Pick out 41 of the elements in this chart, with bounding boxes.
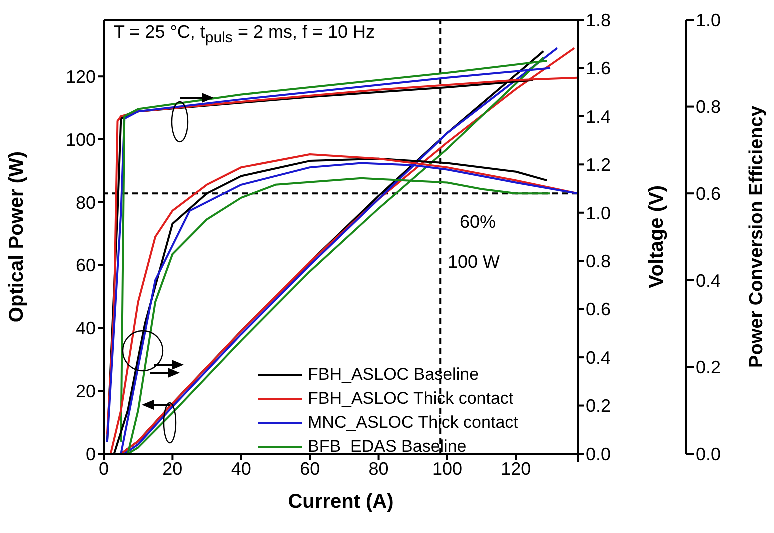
y2-tick-label: 1.0 bbox=[586, 203, 612, 224]
legend-label: MNC_ASLOC Thick contact bbox=[308, 412, 518, 434]
x-tick-label: 80 bbox=[368, 458, 389, 479]
y-tick-label: 120 bbox=[66, 67, 96, 87]
y2-tick-label: 0.2 bbox=[586, 396, 612, 416]
y2-tick-label: 1.4 bbox=[586, 106, 612, 127]
y3-tick-label: 0.8 bbox=[696, 97, 722, 118]
y-tick-label: 0 bbox=[86, 444, 96, 464]
y-tick-label: 40 bbox=[76, 318, 96, 339]
legend-label: FBH_ASLOC Thick contact bbox=[308, 388, 514, 410]
x-tick-label: 60 bbox=[300, 458, 320, 479]
y2-tick-label: 1.2 bbox=[586, 155, 612, 176]
x-axis-title: Current (A) bbox=[288, 491, 394, 513]
y2-tick-label: 1.8 bbox=[586, 10, 612, 30]
y-axis-title: Optical Power (W) bbox=[6, 151, 28, 323]
y-tick-label: 80 bbox=[76, 192, 96, 213]
y2-tick-label: 1.6 bbox=[586, 58, 612, 79]
x-tick-label: 40 bbox=[231, 458, 252, 479]
legend-label: FBH_ASLOC Baseline bbox=[308, 364, 480, 386]
y-tick-label: 60 bbox=[76, 256, 96, 276]
x-tick-label: 100 bbox=[432, 458, 462, 479]
y2-tick-label: 0.6 bbox=[586, 300, 612, 320]
annotation: 100 W bbox=[448, 252, 500, 273]
y2-tick-label: 0.8 bbox=[586, 252, 612, 272]
y3-tick-label: 0.2 bbox=[696, 358, 722, 378]
annotation: 60% bbox=[460, 212, 496, 233]
y2-tick-label: 0.4 bbox=[586, 348, 612, 368]
x-tick-label: 120 bbox=[501, 458, 532, 479]
y3-axis-title: Power Conversion Efficiency bbox=[746, 106, 768, 368]
annotation: T = 25 °C, t$_{puls}$ = 2 ms, f = 10 Hz bbox=[114, 22, 375, 47]
y2-tick-label: 0.0 bbox=[586, 444, 612, 464]
y-tick-label: 100 bbox=[66, 130, 96, 150]
y3-tick-label: 0.4 bbox=[696, 270, 722, 291]
legend-label: BFB_EDAS Baseline bbox=[308, 436, 467, 458]
x-tick-label: 20 bbox=[162, 458, 183, 479]
y3-tick-label: 0.0 bbox=[696, 444, 722, 464]
y-tick-label: 20 bbox=[76, 381, 96, 402]
y3-tick-label: 1.0 bbox=[696, 10, 722, 30]
x-tick-label: 0 bbox=[98, 458, 110, 479]
y3-tick-label: 0.6 bbox=[696, 184, 722, 204]
y2-axis-title: Voltage (V) bbox=[646, 186, 668, 288]
